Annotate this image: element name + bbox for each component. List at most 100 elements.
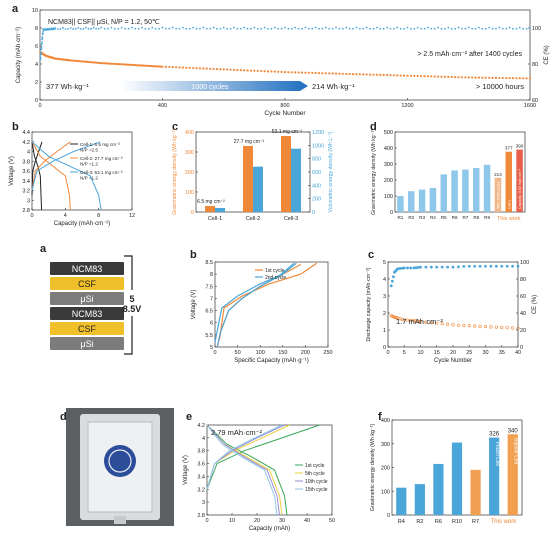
ce-point bbox=[41, 32, 44, 35]
x-tick-label: 5 bbox=[403, 350, 406, 356]
panel-label: c bbox=[172, 121, 178, 133]
capacity-point bbox=[103, 62, 106, 65]
ce-point bbox=[435, 265, 439, 269]
capacity-point bbox=[464, 76, 467, 79]
x-tick-label: 30 bbox=[279, 518, 285, 524]
y-tick-label: 3.8 bbox=[22, 159, 30, 165]
capacity-point bbox=[409, 318, 413, 322]
plot-frame bbox=[387, 261, 519, 348]
y-tick-label: 7.5 bbox=[205, 284, 213, 290]
capacity-point bbox=[375, 73, 378, 76]
y-tick-label: 2 bbox=[383, 311, 386, 317]
y-tick-label: 3.4 bbox=[197, 474, 205, 480]
capacity-point bbox=[307, 71, 310, 74]
bar bbox=[473, 168, 480, 212]
x-axis-label: Specific Capacity (mAh·g⁻¹) bbox=[234, 358, 309, 364]
ce-point bbox=[297, 27, 300, 30]
ce-point bbox=[495, 27, 497, 30]
capacity-point bbox=[168, 65, 171, 69]
ce-point bbox=[41, 36, 44, 38]
ce-point bbox=[454, 27, 457, 30]
capacity-point bbox=[424, 320, 428, 324]
capacity-point bbox=[483, 325, 488, 329]
capacity-point bbox=[508, 77, 511, 80]
ce-point bbox=[314, 26, 317, 29]
capacity-point bbox=[462, 323, 466, 328]
capacity-point bbox=[154, 65, 157, 68]
ce-point bbox=[103, 27, 106, 30]
ce-point bbox=[56, 28, 59, 30]
capacity-point bbox=[522, 77, 525, 80]
capacity-point bbox=[457, 76, 460, 79]
x-axis-label: Capacity (mAh·cm⁻²) bbox=[54, 221, 111, 227]
y-tick-label: 100 bbox=[384, 194, 393, 200]
capacity-point bbox=[454, 76, 457, 79]
ce-point bbox=[365, 26, 368, 29]
ce-point bbox=[294, 26, 297, 29]
y-tick-label: 4.2 bbox=[22, 140, 30, 146]
ce-point bbox=[318, 27, 320, 30]
capacity-point bbox=[351, 73, 355, 76]
legend-entry: Cell-3: 53.1 mg cm⁻² N/P =1.2 bbox=[80, 170, 123, 181]
ce-point bbox=[433, 27, 436, 30]
ce-point bbox=[110, 26, 113, 29]
bar bbox=[451, 442, 463, 515]
y-axis-label: Voltage (V) bbox=[183, 455, 189, 485]
ce-point bbox=[284, 26, 286, 29]
ce-point bbox=[236, 27, 239, 30]
capacity-point bbox=[478, 324, 482, 328]
ce-point bbox=[478, 264, 482, 268]
ce-point bbox=[304, 26, 307, 29]
y2-axis-label: CE (%) bbox=[544, 45, 550, 64]
capacity-point bbox=[188, 66, 191, 69]
x-tick-label: 100 bbox=[256, 350, 265, 356]
bar-annotation: 53.1 mg cm⁻² bbox=[272, 129, 303, 135]
ce-point bbox=[41, 41, 43, 43]
ce-point bbox=[396, 26, 399, 29]
ce-point bbox=[430, 27, 433, 30]
ce-point bbox=[474, 27, 477, 30]
y-tick-label: 1 bbox=[383, 328, 386, 334]
capacity-point bbox=[331, 72, 334, 75]
capacity-point bbox=[456, 323, 461, 327]
x-tick-label: 800 bbox=[280, 103, 289, 109]
capacity-point bbox=[69, 59, 72, 62]
ce-point bbox=[243, 26, 246, 29]
bar bbox=[470, 469, 481, 515]
y2-tick-label: 1200 bbox=[312, 130, 324, 136]
ce-point bbox=[457, 26, 460, 29]
ce-point bbox=[457, 265, 460, 269]
ce-point bbox=[147, 27, 150, 30]
ce-point bbox=[464, 27, 467, 30]
ce-point bbox=[392, 27, 395, 30]
ce-point bbox=[273, 26, 276, 29]
capacity-point bbox=[505, 326, 509, 330]
capacity-point bbox=[420, 75, 423, 78]
ce-point bbox=[478, 26, 480, 29]
bar bbox=[494, 177, 502, 212]
capacity-point bbox=[500, 325, 504, 330]
legend-entry: 1st cycle bbox=[305, 463, 325, 469]
bar-text: Pouch Cell bbox=[494, 442, 500, 466]
stack-layer-si bbox=[50, 337, 124, 350]
capacity-point bbox=[402, 74, 406, 77]
bar-text: Bipolar Cell bbox=[513, 438, 519, 464]
capacity-point bbox=[348, 72, 351, 76]
ce-point bbox=[165, 27, 167, 30]
capacity-point bbox=[437, 75, 440, 78]
ce-point bbox=[382, 27, 385, 30]
bar bbox=[451, 170, 458, 212]
y-tick-label: 3.2 bbox=[22, 189, 30, 195]
ce-point bbox=[412, 266, 416, 270]
annotation-end-energy: 214 Wh·kg⁻¹ bbox=[312, 82, 355, 91]
ce-point bbox=[62, 27, 64, 29]
capacity-point bbox=[399, 74, 402, 77]
bar-text: Capacity: 8.63 mAh cm⁻² bbox=[518, 168, 522, 209]
capacity-point bbox=[409, 74, 413, 77]
capacity-point bbox=[84, 60, 88, 63]
ce-point bbox=[328, 27, 331, 30]
y-tick-label: 3.6 bbox=[22, 169, 30, 175]
x-tick-label: 25 bbox=[466, 350, 472, 356]
ce-point bbox=[406, 26, 409, 29]
x-tick-label: 30 bbox=[482, 350, 488, 356]
